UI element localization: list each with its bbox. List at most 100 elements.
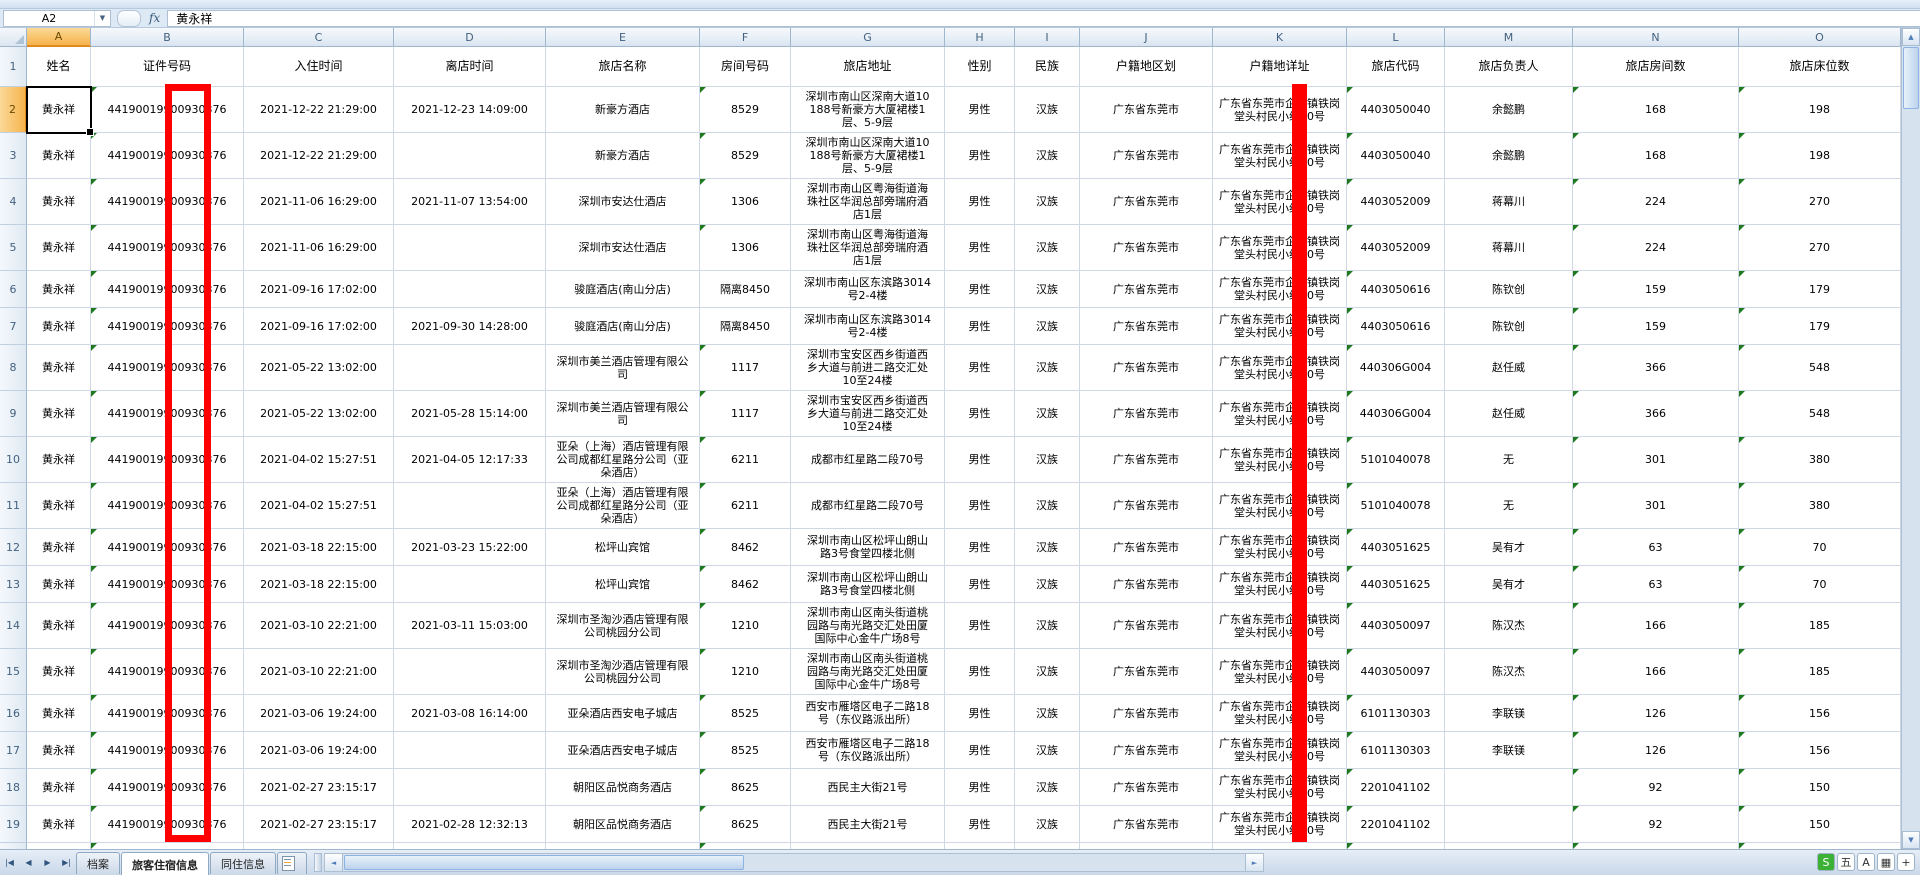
cell-M10[interactable]: 无 — [1445, 437, 1573, 483]
cell-I10[interactable]: 汉族 — [1015, 437, 1080, 483]
cell-I6[interactable]: 汉族 — [1015, 271, 1080, 308]
cell-N2[interactable]: 168 — [1573, 87, 1739, 133]
cell-L10[interactable]: 5101040078 — [1347, 437, 1445, 483]
cell-O4[interactable]: 270 — [1739, 179, 1901, 225]
cell-K9[interactable]: 广东省东莞市企石镇铁岗堂头村民小组10号 — [1213, 391, 1347, 437]
cell-B16[interactable]: 44190019900930376 — [91, 695, 244, 732]
cell-M2[interactable]: 余懿鹏 — [1445, 87, 1573, 133]
cell-B13[interactable]: 44190019900930376 — [91, 566, 244, 603]
formula-input[interactable]: 黄永祥 — [167, 9, 1920, 27]
cell-I14[interactable]: 汉族 — [1015, 603, 1080, 649]
cell-B14[interactable]: 44190019900930376 — [91, 603, 244, 649]
cell-D9[interactable]: 2021-05-28 15:14:00 — [394, 391, 546, 437]
cell-A17[interactable]: 黄永祥 — [27, 732, 91, 769]
insert-worksheet-tab[interactable] — [277, 852, 307, 874]
cell-H4[interactable]: 男性 — [945, 179, 1015, 225]
cell-H11[interactable]: 男性 — [945, 483, 1015, 529]
cell-G20[interactable]: 宿迁市宿城区古城街道办公大楼（地上大北1层） — [791, 843, 945, 849]
cell-E16[interactable]: 亚朵酒店西安电子城店 — [546, 695, 700, 732]
cell-F7[interactable]: 隔离8450 — [700, 308, 791, 345]
cell-O19[interactable]: 150 — [1739, 806, 1901, 843]
cell-F9[interactable]: 1117 — [700, 391, 791, 437]
row-header-13[interactable]: 13 — [0, 566, 27, 603]
cell-F20[interactable]: 1105 — [700, 843, 791, 849]
row-header-8[interactable]: 8 — [0, 345, 27, 391]
horizontal-scroll-track[interactable] — [744, 854, 1245, 871]
cell-C17[interactable]: 2021-03-06 19:24:00 — [244, 732, 394, 769]
cell-F4[interactable]: 1306 — [700, 179, 791, 225]
cell-I16[interactable]: 汉族 — [1015, 695, 1080, 732]
scroll-right-button[interactable]: ► — [1245, 854, 1263, 871]
cell-G10[interactable]: 成都市红星路二段70号 — [791, 437, 945, 483]
cell-F8[interactable]: 1117 — [700, 345, 791, 391]
cell-I5[interactable]: 汉族 — [1015, 225, 1080, 271]
cell-N7[interactable]: 159 — [1573, 308, 1739, 345]
cell-J2[interactable]: 广东省东莞市 — [1080, 87, 1213, 133]
cell-N3[interactable]: 168 — [1573, 133, 1739, 179]
tab-nav-button-0[interactable]: |◀ — [5, 858, 14, 867]
cell-H20[interactable]: 男性 — [945, 843, 1015, 849]
cell-A14[interactable]: 黄永祥 — [27, 603, 91, 649]
cell-C12[interactable]: 2021-03-18 22:15:00 — [244, 529, 394, 566]
row-header-14[interactable]: 14 — [0, 603, 27, 649]
cell-E15[interactable]: 深圳市圣淘沙酒店管理有限公司桃园分公司 — [546, 649, 700, 695]
cell-B5[interactable]: 44190019900930376 — [91, 225, 244, 271]
cell-J19[interactable]: 广东省东莞市 — [1080, 806, 1213, 843]
cell-D13[interactable] — [394, 566, 546, 603]
column-header-B[interactable]: B — [91, 28, 244, 47]
cell-I19[interactable]: 汉族 — [1015, 806, 1080, 843]
cell-E19[interactable]: 朝阳区品悦商务酒店 — [546, 806, 700, 843]
cell-B6[interactable]: 44190019900930376 — [91, 271, 244, 308]
cell-E9[interactable]: 深圳市美兰酒店管理有限公司 — [546, 391, 700, 437]
cell-J18[interactable]: 广东省东莞市 — [1080, 769, 1213, 806]
cell-G4[interactable]: 深圳市南山区粤海街道海珠社区华润总部旁瑞府酒店1层 — [791, 179, 945, 225]
cell-F2[interactable]: 8529 — [700, 87, 791, 133]
cell-M7[interactable]: 陈钦创 — [1445, 308, 1573, 345]
cell-O2[interactable]: 198 — [1739, 87, 1901, 133]
cell-B12[interactable]: 44190019900930376 — [91, 529, 244, 566]
cell-O17[interactable]: 156 — [1739, 732, 1901, 769]
horizontal-scroll-thumb[interactable] — [344, 855, 744, 870]
cell-L7[interactable]: 4403050616 — [1347, 308, 1445, 345]
cell-D11[interactable] — [394, 483, 546, 529]
cell-I20[interactable]: 汉族 — [1015, 843, 1080, 849]
cell-N5[interactable]: 224 — [1573, 225, 1739, 271]
cell-K13[interactable]: 广东省东莞市企石镇铁岗堂头村民小组10号 — [1213, 566, 1347, 603]
cell-I18[interactable]: 汉族 — [1015, 769, 1080, 806]
cell-K3[interactable]: 广东省东莞市企石镇铁岗堂头村民小组10号 — [1213, 133, 1347, 179]
cell-K12[interactable]: 广东省东莞市企石镇铁岗堂头村民小组10号 — [1213, 529, 1347, 566]
row-header-1[interactable]: 1 — [0, 47, 27, 87]
cell-E13[interactable]: 松坪山宾馆 — [546, 566, 700, 603]
cell-C11[interactable]: 2021-04-02 15:27:51 — [244, 483, 394, 529]
cell-H17[interactable]: 男性 — [945, 732, 1015, 769]
cell-L3[interactable]: 4403050040 — [1347, 133, 1445, 179]
cell-B19[interactable]: 44190019900930376 — [91, 806, 244, 843]
cell-G7[interactable]: 深圳市南山区东滨路3014号2-4楼 — [791, 308, 945, 345]
cell-A10[interactable]: 黄永祥 — [27, 437, 91, 483]
cell-M20[interactable]: 黄文 — [1445, 843, 1573, 849]
column-header-K[interactable]: K — [1213, 28, 1347, 47]
cell-G9[interactable]: 深圳市宝安区西乡街道西乡大道与前进二路交汇处10至24楼 — [791, 391, 945, 437]
cell-F16[interactable]: 8525 — [700, 695, 791, 732]
cell-M16[interactable]: 李联镁 — [1445, 695, 1573, 732]
header-cell-H1[interactable]: 性别 — [945, 47, 1015, 87]
ime-chip-2[interactable]: A — [1857, 853, 1875, 871]
cell-G11[interactable]: 成都市红星路二段70号 — [791, 483, 945, 529]
cell-C3[interactable]: 2021-12-22 21:29:00 — [244, 133, 394, 179]
cell-A8[interactable]: 黄永祥 — [27, 345, 91, 391]
cell-E10[interactable]: 亚朵（上海）酒店管理有限公司成都红星路分公司（亚朵酒店） — [546, 437, 700, 483]
cell-E7[interactable]: 骏庭酒店(南山分店) — [546, 308, 700, 345]
cell-I3[interactable]: 汉族 — [1015, 133, 1080, 179]
cell-M14[interactable]: 陈汉杰 — [1445, 603, 1573, 649]
cell-B8[interactable]: 44190019900930376 — [91, 345, 244, 391]
cell-M9[interactable]: 赵任威 — [1445, 391, 1573, 437]
cell-E20[interactable]: 维也纳(智好)酒店 — [546, 843, 700, 849]
cell-A15[interactable]: 黄永祥 — [27, 649, 91, 695]
cell-E5[interactable]: 深圳市安达仕酒店 — [546, 225, 700, 271]
cell-L11[interactable]: 5101040078 — [1347, 483, 1445, 529]
cell-G13[interactable]: 深圳市南山区松坪山朗山路3号食堂四楼北侧 — [791, 566, 945, 603]
cell-H10[interactable]: 男性 — [945, 437, 1015, 483]
cell-G8[interactable]: 深圳市宝安区西乡街道西乡大道与前进二路交汇处10至24楼 — [791, 345, 945, 391]
row-header-11[interactable]: 11 — [0, 483, 27, 529]
cell-D7[interactable]: 2021-09-30 14:28:00 — [394, 308, 546, 345]
